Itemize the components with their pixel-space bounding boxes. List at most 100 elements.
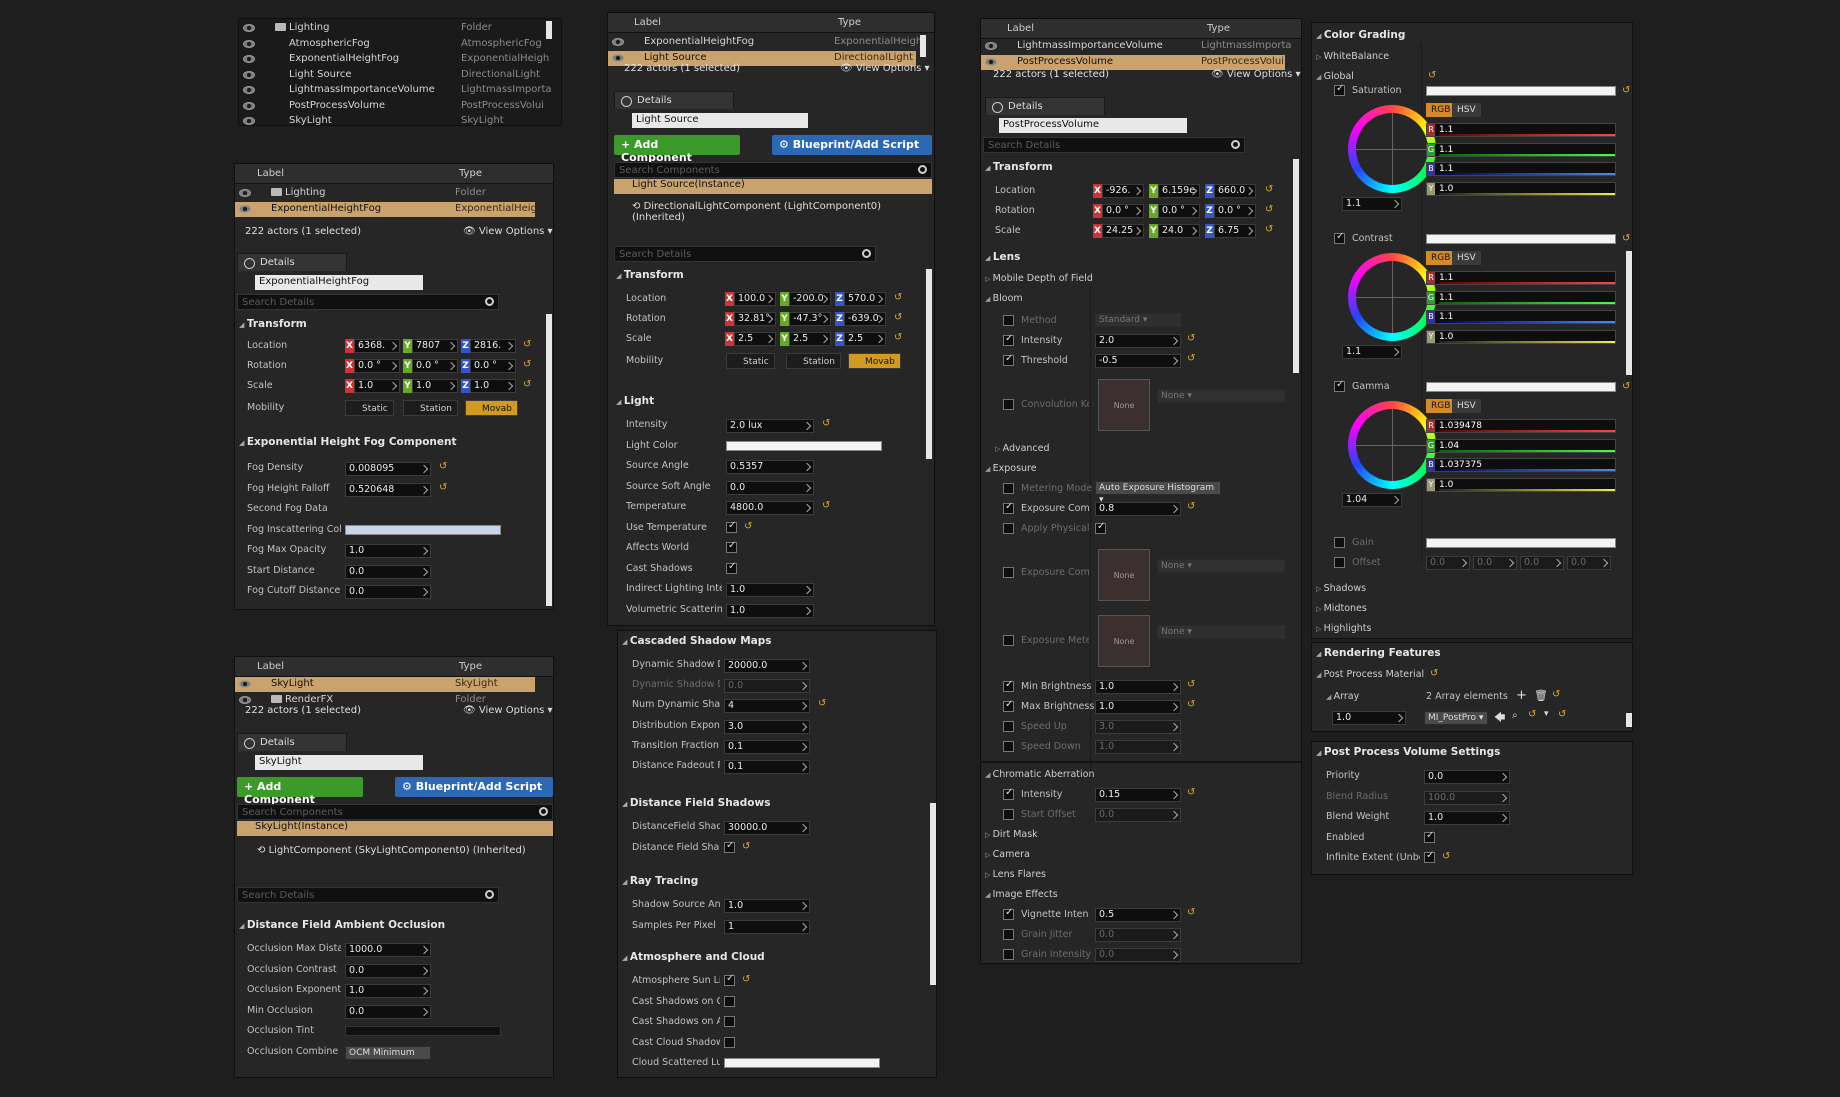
prop-checkbox[interactable] (724, 1016, 735, 1027)
white-balance-group[interactable]: WhiteBalance (1316, 51, 1390, 62)
col-label[interactable]: Label (634, 17, 661, 28)
prop-checkbox[interactable] (726, 561, 737, 574)
eye-icon[interactable] (985, 42, 997, 50)
contrast-g-channel[interactable]: G 1.1 (1426, 290, 1616, 305)
exposure-curve-checkbox[interactable] (1003, 567, 1014, 578)
reset-icon[interactable]: ↺ (1187, 679, 1196, 690)
convolution-dropdown[interactable]: None ▾ (1157, 389, 1285, 403)
ppv-settings-section[interactable]: Post Process Volume Settings (1316, 746, 1501, 762)
prop-label[interactable]: Fog Inscattering Color (247, 523, 341, 535)
bloom-intensity-field[interactable]: 2.0 (1095, 334, 1181, 348)
prop-checkbox[interactable] (724, 995, 735, 1007)
prop-label[interactable]: Light Color (626, 439, 678, 451)
speed-down-checkbox[interactable] (1003, 741, 1014, 752)
saturation-g-channel[interactable]: G 1.1 (1426, 142, 1616, 157)
ca-offset-field[interactable]: 0.0 (1095, 808, 1181, 822)
global-group[interactable]: Global (1316, 71, 1354, 82)
rotation-z-field[interactable]: 0.0 ° (470, 359, 516, 373)
scale-z-field[interactable]: 6.75 (1214, 224, 1256, 238)
offset-field[interactable]: 0.0 (1473, 556, 1517, 570)
view-options-button[interactable]: 👁 View Options ▾ (463, 226, 553, 237)
rotation-z-field[interactable]: -639.0 (844, 312, 886, 326)
component-child[interactable]: ⟲ LightComponent (SkyLightComponent0) (I… (257, 845, 526, 856)
array-weight-field[interactable]: 1.0 (1332, 711, 1406, 725)
prop-checkbox[interactable] (1424, 830, 1435, 843)
mobile-dof-group[interactable]: Mobile Depth of Field (985, 273, 1093, 284)
reset-icon[interactable]: ↺ (1558, 709, 1567, 720)
eye-icon[interactable] (239, 695, 251, 704)
search-details-input[interactable]: Search Details (614, 246, 876, 262)
reset-icon[interactable]: ↺ (822, 418, 831, 429)
gamma-g-channel[interactable]: G 1.04 (1426, 438, 1616, 453)
scale-z-field[interactable]: 1.0 (470, 379, 516, 393)
speed-up-field[interactable]: 3.0 (1095, 720, 1181, 734)
component-child[interactable]: ⟲ DirectionalLightComponent (LightCompon… (632, 201, 882, 223)
combine-mode-dropdown[interactable]: OCM Minimum (345, 1045, 431, 1060)
exposure-comp-field[interactable]: 0.8 (1095, 502, 1181, 516)
dfao-section[interactable]: Distance Field Ambient Occlusion (239, 919, 445, 935)
vignette-checkbox[interactable] (1003, 907, 1014, 920)
prop-field[interactable]: 1.0 (1424, 811, 1510, 825)
eye-icon[interactable] (243, 55, 255, 63)
use-selected-icon[interactable]: 🡄 (1494, 711, 1506, 724)
prop-checkbox[interactable] (724, 1036, 735, 1048)
tab-details[interactable]: Details (614, 91, 734, 109)
eye-icon[interactable] (239, 680, 251, 688)
col-label[interactable]: Label (257, 661, 284, 672)
location-x-field[interactable]: 6368. (354, 339, 400, 353)
apply-physical-checkbox[interactable] (1003, 523, 1014, 534)
actor-name-field[interactable]: SkyLight (255, 755, 423, 770)
saturation-wheel-value[interactable]: 1.1 (1342, 197, 1402, 211)
outliner-row[interactable]: AtmosphericFog AtmosphericFog (239, 37, 543, 52)
vignette-field[interactable]: 0.5 (1095, 908, 1181, 922)
gamma-wheel-value[interactable]: 1.04 (1342, 493, 1402, 507)
prop-field[interactable]: 0.520648 (345, 482, 431, 497)
prop-field[interactable]: 0.0 (345, 585, 431, 599)
scale-z-field[interactable]: 2.5 (844, 332, 886, 346)
speed-up-checkbox[interactable] (1003, 721, 1014, 732)
prop-field[interactable]: 1000.0 (345, 943, 431, 957)
search-details-input[interactable]: Search Details (237, 294, 499, 310)
highlights-group[interactable]: Highlights (1316, 623, 1372, 634)
prop-label[interactable]: Second Fog Data (247, 503, 328, 514)
prop-label[interactable]: Occlusion Tint (247, 1025, 314, 1036)
reset-icon[interactable]: ↺ (439, 461, 448, 472)
col-type[interactable]: Type (1207, 23, 1230, 34)
scale-x-field[interactable]: 2.5 (734, 332, 776, 346)
add-component-button[interactable]: + Add Component (237, 777, 363, 806)
scale-x-field[interactable]: 24.25 (1102, 224, 1144, 238)
prop-field[interactable]: 3.0 (724, 719, 810, 734)
exposure-curve-dropdown[interactable]: None ▾ (1157, 559, 1285, 573)
reset-icon[interactable]: ↺ (894, 312, 903, 323)
method-checkbox[interactable] (1003, 315, 1014, 326)
prop-field[interactable]: 0.1 (724, 739, 810, 754)
image-effects-group[interactable]: Image Effects (985, 889, 1058, 900)
gamma-b-channel[interactable]: B 1.037375 (1426, 458, 1616, 472)
actor-name-field[interactable]: Light Source (632, 113, 808, 128)
convolution-checkbox[interactable] (1003, 399, 1014, 410)
prop-field[interactable]: 2.0 lux (726, 419, 814, 433)
component-instance[interactable]: Light Source(Instance) (614, 179, 932, 194)
search-components-input[interactable]: Search Components (614, 162, 932, 178)
eye-icon[interactable] (612, 53, 624, 62)
prop-field[interactable]: 0.0 (1424, 770, 1510, 784)
col-label[interactable]: Label (257, 168, 284, 179)
scrollbar[interactable] (546, 21, 552, 39)
reset-icon[interactable]: ↺ (1187, 353, 1196, 364)
location-z-field[interactable]: 2816. (470, 339, 516, 353)
min-brightness-checkbox[interactable] (1003, 679, 1014, 692)
reset-icon[interactable]: ↺ (744, 520, 753, 532)
prop-field[interactable]: 20000.0 (724, 659, 810, 673)
reset-icon[interactable]: ↺ (1265, 204, 1274, 215)
prop-field[interactable]: 1.0 (345, 984, 431, 998)
light-section[interactable]: Light (616, 395, 654, 411)
rotation-x-field[interactable]: 0.0 ° (1102, 204, 1144, 218)
prop-checkbox[interactable] (726, 540, 737, 553)
color-swatch[interactable] (726, 440, 882, 451)
reset-icon[interactable]: ↺ (822, 500, 831, 511)
intensity-checkbox[interactable] (1003, 333, 1014, 346)
outliner-row[interactable]: SkyLight SkyLight (235, 677, 535, 692)
dirt-mask-group[interactable]: Dirt Mask (985, 829, 1038, 840)
hsv-mode-button[interactable]: HSV (1452, 251, 1481, 265)
scale-label[interactable]: Scale (995, 225, 1021, 236)
